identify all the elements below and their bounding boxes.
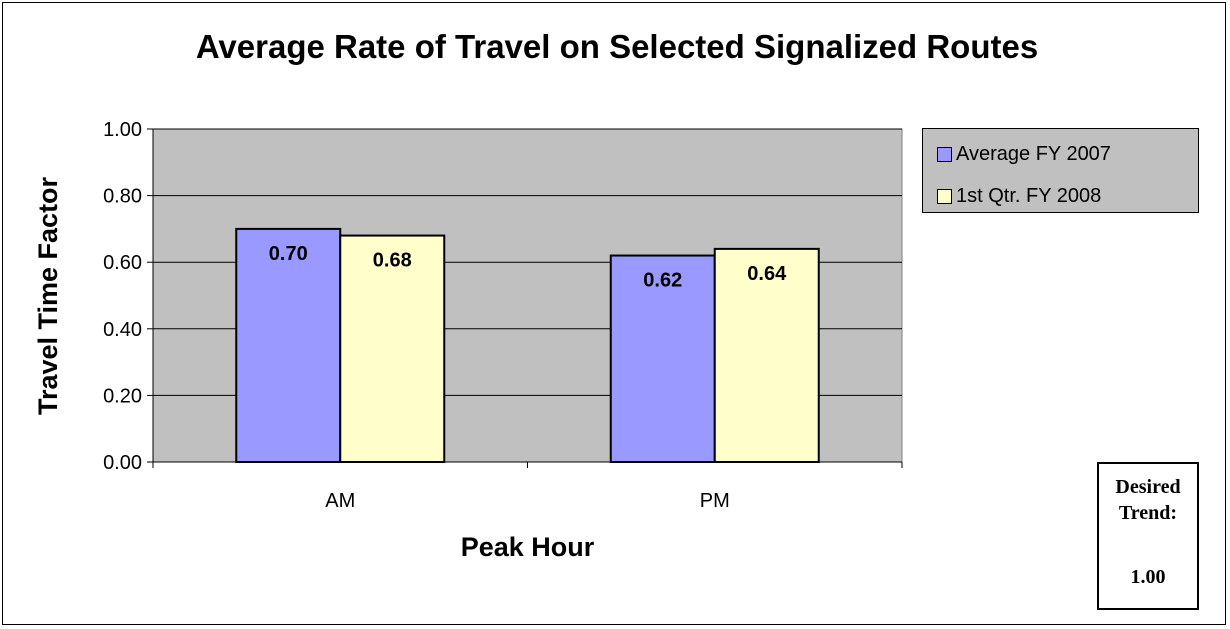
desired-trend-label: Desired Trend: <box>1099 474 1197 526</box>
y-tick-label: 0.00 <box>103 452 142 474</box>
y-tick-label: 0.40 <box>103 319 142 341</box>
chart-legend: Average FY 2007 1st Qtr. FY 2008 <box>922 128 1199 213</box>
desired-trend-label-line1: Desired <box>1115 476 1181 498</box>
data-label: 0.68 <box>373 250 412 272</box>
legend-item-series-1: Average FY 2007 <box>937 143 1111 166</box>
desired-trend-value: 1.00 <box>1130 566 1166 588</box>
chart-title: Average Rate of Travel on Selected Signa… <box>195 28 1039 65</box>
data-label: 0.64 <box>747 263 787 285</box>
data-label: 0.62 <box>643 270 682 292</box>
desired-trend-box: Desired Trend: 1.00 <box>1097 462 1199 610</box>
legend-label-series-1: Average FY 2007 <box>956 143 1111 165</box>
y-tick-label: 0.60 <box>103 252 142 274</box>
x-axis-title: Peak Hour <box>461 532 595 562</box>
legend-swatch-series-2 <box>937 189 952 204</box>
legend-swatch-series-1 <box>937 147 952 162</box>
bar <box>235 227 342 463</box>
bar <box>339 234 446 463</box>
y-tick-label: 1.00 <box>103 119 142 141</box>
y-tick-label: 0.80 <box>103 186 142 208</box>
bar <box>713 247 820 463</box>
y-axis-title: Travel Time Factor <box>33 176 63 415</box>
data-label: 0.70 <box>269 243 308 265</box>
legend-label-series-2: 1st Qtr. FY 2008 <box>956 185 1102 207</box>
x-tick-label: AM <box>325 490 355 512</box>
desired-trend-label-line2: Trend: <box>1118 502 1178 524</box>
y-tick-label: 0.20 <box>103 385 142 407</box>
legend-item-series-2: 1st Qtr. FY 2008 <box>937 185 1101 208</box>
x-tick-label: PM <box>700 490 730 512</box>
